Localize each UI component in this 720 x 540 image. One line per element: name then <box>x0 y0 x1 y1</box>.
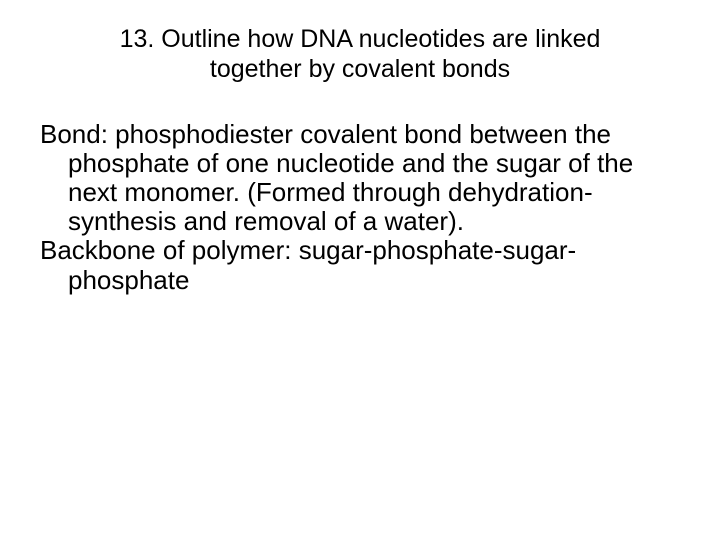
body-paragraph-backbone: Backbone of polymer: sugar-phosphate-sug… <box>40 236 680 294</box>
slide: 13. Outline how DNA nucleotides are link… <box>0 0 720 540</box>
title-line-1: 13. Outline how DNA nucleotides are link… <box>80 24 640 54</box>
slide-body: Bond: phosphodiester covalent bond betwe… <box>40 120 680 295</box>
body-paragraph-bond: Bond: phosphodiester covalent bond betwe… <box>40 120 680 236</box>
title-line-2: together by covalent bonds <box>80 54 640 84</box>
slide-title: 13. Outline how DNA nucleotides are link… <box>40 24 680 84</box>
